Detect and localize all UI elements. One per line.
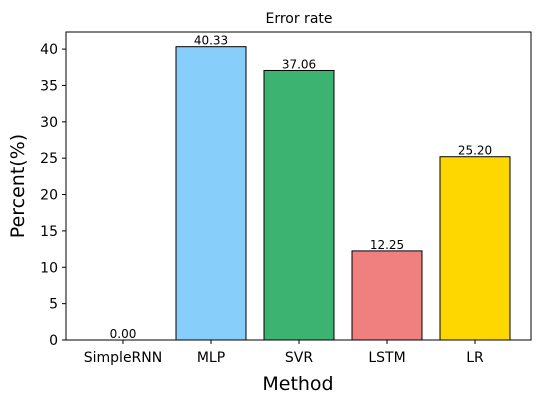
data-labels: 0.00 40.33 37.06 12.25 25.20 [110, 34, 493, 341]
y-tick-label: 35 [40, 78, 58, 94]
y-tick-label: 0 [49, 333, 58, 349]
bar-lstm [351, 250, 423, 341]
y-tick-label: 40 [40, 42, 58, 58]
bar-lr [439, 156, 511, 341]
data-label-simplernn: 0.00 [110, 327, 137, 341]
x-axis-ticks: SimpleRNN MLP SVR LSTM LR [84, 340, 484, 366]
bar-svr [263, 69, 335, 341]
x-tick-label: MLP [197, 350, 225, 366]
y-tick-label: 25 [40, 151, 58, 167]
y-axis-label: Percent(%) [7, 134, 29, 238]
y-tick-label: 5 [49, 297, 58, 313]
y-tick-label: 20 [40, 188, 58, 204]
x-tick-label: LR [466, 350, 484, 366]
data-label-svr: 37.06 [282, 57, 316, 71]
bars [87, 46, 511, 341]
y-tick-label: 30 [40, 115, 58, 131]
y-tick-label: 15 [40, 224, 58, 240]
data-label-lr: 25.20 [458, 144, 492, 158]
x-axis-label: Method [262, 373, 333, 395]
x-tick-label: SVR [285, 350, 313, 366]
chart-title: Error rate [265, 11, 332, 27]
data-label-mlp: 40.33 [194, 34, 228, 48]
bar-mlp [175, 46, 247, 341]
y-axis-ticks: 0 5 10 15 20 25 30 35 40 [40, 42, 66, 349]
data-label-lstm: 12.25 [370, 238, 404, 252]
x-tick-label: SimpleRNN [84, 350, 162, 366]
y-tick-label: 10 [40, 260, 58, 276]
x-tick-label: LSTM [368, 350, 405, 366]
